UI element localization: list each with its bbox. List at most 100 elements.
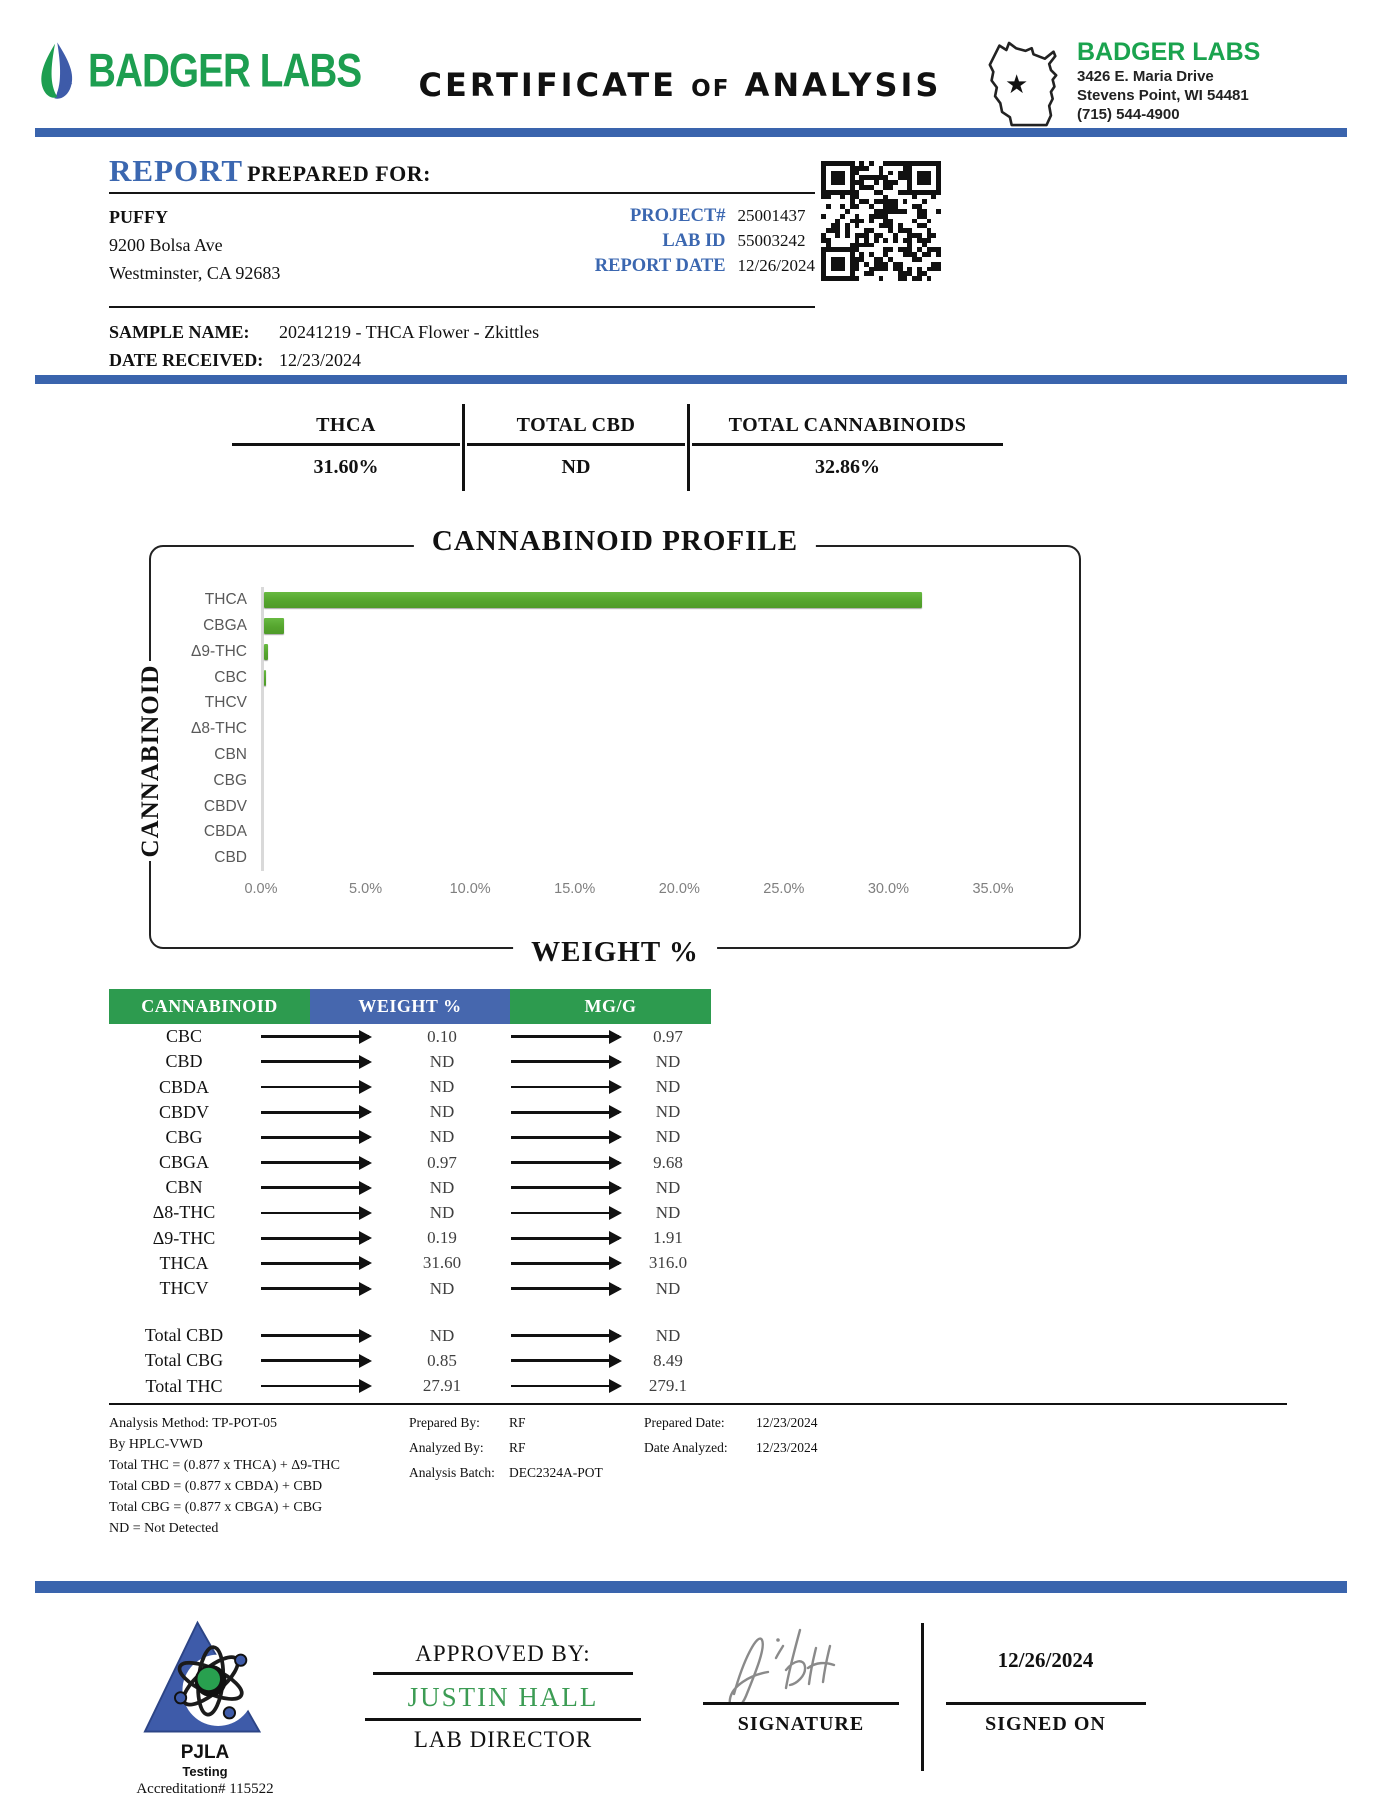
mg-per-g-value: 0.97 <box>653 1026 683 1046</box>
chart-x-tick-label: 0.0% <box>244 881 278 898</box>
table-header-cannabinoid: CANNABINOID <box>109 989 310 1025</box>
arrow-icon <box>511 1130 622 1144</box>
chart-x-tick-label: 30.0% <box>867 881 909 898</box>
summary-col-thca: THCA 31.60% <box>230 404 462 491</box>
analysis-note-line: Total THC = (0.877 x THCA) + Δ9-THC <box>109 1457 340 1473</box>
cannabinoid-name: THCV <box>159 1278 209 1298</box>
signature-label: SIGNATURE <box>737 1712 865 1735</box>
client-project-block: PUFFY 9200 Bolsa Ave Westminster, CA 926… <box>109 194 815 308</box>
pjla-testing-label: Testing <box>182 1763 228 1779</box>
chart-x-axis-title: WEIGHT % <box>513 936 717 970</box>
cannabinoid-name: Δ8-THC <box>152 1202 216 1223</box>
pjla-accreditation-block: PJLA Testing Accreditation# 115522 <box>105 1617 305 1796</box>
chart-category-label: THCV <box>204 694 247 712</box>
table-row: THCA 31.60 316.0 <box>109 1251 711 1276</box>
arrow-icon <box>511 1181 622 1195</box>
table-header-row: CANNABINOID WEIGHT % MG/G <box>109 989 711 1025</box>
client-block: PUFFY 9200 Bolsa Ave Westminster, CA 926… <box>109 204 280 288</box>
weight-percent-value: 0.19 <box>427 1228 457 1248</box>
cannabinoid-name: Total CBG <box>144 1350 224 1371</box>
arrow-icon <box>261 1354 372 1368</box>
sample-block: SAMPLE NAME: 20241219 - THCA Flower - Zk… <box>109 308 1347 376</box>
pjla-name: PJLA <box>180 1741 230 1763</box>
chart-row: CBD <box>165 845 1065 872</box>
chart-row: THCV <box>165 690 1065 717</box>
project-number-label: PROJECT# <box>629 206 726 226</box>
lab-name: BADGER LABS <box>1077 38 1261 66</box>
weight-percent-value: ND <box>429 1077 455 1096</box>
chart-bar-track <box>261 845 1065 872</box>
cannabinoid-name: CBN <box>165 1177 203 1198</box>
summary-table: THCA 31.60% TOTAL CBD ND TOTAL CANNABINO… <box>230 404 1005 492</box>
chart-x-tick-label: 35.0% <box>972 881 1014 898</box>
divider-bar-top <box>35 128 1347 137</box>
analysis-note-line: By HPLC-VWD <box>109 1436 203 1452</box>
chart-bar <box>264 669 267 686</box>
chart-x-tick-label: 5.0% <box>349 881 383 898</box>
summary-cbd-label: TOTAL CBD <box>467 404 685 447</box>
prepared-for-word: PREPARED FOR: <box>247 161 432 186</box>
chart-row: CBDV <box>165 793 1065 820</box>
chart-row: CBC <box>165 664 1065 691</box>
chart-category-label: CBG <box>213 771 247 789</box>
chart-x-tick-label: 20.0% <box>658 881 700 898</box>
report-section: REPORT PREPARED FOR: PUFFY 9200 Bolsa Av… <box>35 137 1347 375</box>
cannabinoid-name: CBG <box>165 1126 203 1147</box>
client-name: PUFFY <box>109 207 168 227</box>
arrow-icon <box>261 1055 372 1069</box>
lab-address-block: ★ BADGER LABS 3426 E. Maria Drive Steven… <box>975 38 1347 135</box>
arrow-icon <box>511 1281 622 1295</box>
table-row: Total CBD ND ND <box>109 1323 711 1348</box>
arrow-icon <box>511 1080 622 1094</box>
arrow-icon <box>261 1231 372 1245</box>
chart-bar-track <box>261 819 1065 846</box>
chart-category-label: CBGA <box>203 616 247 634</box>
table-header-mgg: MG/G <box>510 989 711 1025</box>
analysis-batch-label: Analysis Batch: <box>409 1464 495 1480</box>
weight-percent-value: 31.60 <box>422 1253 462 1273</box>
weight-percent-value: ND <box>429 1177 455 1197</box>
cannabinoid-name: CBC <box>165 1026 203 1047</box>
mg-per-g-value: 279.1 <box>648 1376 688 1396</box>
weight-percent-value: 27.91 <box>422 1376 462 1396</box>
accreditation-number: Accreditation# 115522 <box>136 1780 274 1796</box>
mg-per-g-value: ND <box>655 1202 681 1222</box>
chart-rows: THCA CBGA Δ9-THC CBC THCV Δ8-THC CBN CBG CBDV CBD… <box>165 587 1065 872</box>
arrow-icon <box>261 1080 372 1094</box>
signed-on-label: SIGNED ON <box>985 1712 1106 1735</box>
mg-per-g-value: ND <box>655 1325 681 1345</box>
signed-on-date: 12/26/2024 <box>945 1619 1146 1705</box>
chart-row: Δ9-THC <box>165 638 1065 665</box>
table-row: Δ9-THC 0.19 1.91 <box>109 1226 711 1251</box>
sample-name-label: SAMPLE NAME: <box>109 321 250 342</box>
chart-category-label: Δ8-THC <box>191 720 247 738</box>
title-certificate: CERTIFICATE <box>418 66 678 104</box>
analysis-note-line: Analysis Method: TP-POT-05 <box>109 1415 278 1431</box>
chart-row: CBDA <box>165 819 1065 846</box>
lab-address-line2: Stevens Point, WI 54481 <box>1077 87 1249 105</box>
mg-per-g-value: 9.68 <box>653 1152 683 1172</box>
signature-block: SIGNATURE <box>703 1619 899 1771</box>
title-of: OF <box>691 76 731 102</box>
client-address2: Westminster, CA 92683 <box>109 262 281 283</box>
cannabinoid-name: CBDA <box>158 1076 209 1097</box>
cannabinoid-name: Δ9-THC <box>152 1227 216 1248</box>
mg-per-g-value: ND <box>655 1051 681 1071</box>
lab-info: BADGER LABS 3426 E. Maria Drive Stevens … <box>1077 38 1260 135</box>
wisconsin-map-icon: ★ <box>975 38 1071 135</box>
arrow-icon <box>261 1206 372 1220</box>
lab-address-line1: 3426 E. Maria Drive <box>1077 68 1214 85</box>
mg-per-g-value: 8.49 <box>653 1350 683 1370</box>
cannabinoid-table: CANNABINOID WEIGHT % MG/G CBC 0.10 0.97 CBD… <box>109 989 711 1399</box>
chart-x-tick-label: 10.0% <box>449 881 491 898</box>
table-body: CBC 0.10 0.97 CBD ND ND CBDA ND ND CBDV ND ND CBG ND N… <box>109 1024 711 1399</box>
chart-row: THCA <box>165 587 1065 614</box>
pjla-logo <box>143 1620 262 1733</box>
chart-row: Δ8-THC <box>165 716 1065 743</box>
weight-percent-value: 0.10 <box>427 1026 457 1046</box>
mg-per-g-value: ND <box>655 1077 681 1096</box>
cannabinoid-name: CBDV <box>158 1101 209 1122</box>
cannabinoid-profile-chart: CANNABINOID PROFILE CANNABINOID THCA CBGA… <box>137 525 1081 970</box>
chart-category-label: CBDV <box>203 797 247 815</box>
